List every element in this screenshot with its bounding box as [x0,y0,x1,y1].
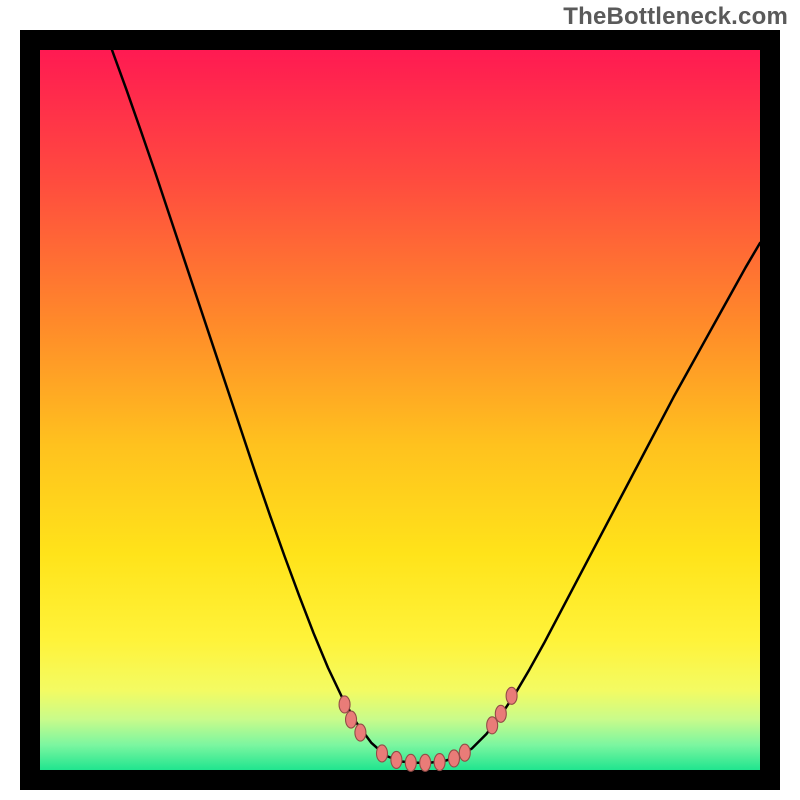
curve-marker [459,744,470,761]
curve-marker [506,687,517,704]
gradient-background [40,50,760,770]
curve-marker [391,751,402,768]
curve-marker [339,696,350,713]
curve-marker [377,745,388,762]
plot-area [40,50,760,770]
plot-border [20,30,780,790]
curve-marker [405,754,416,771]
chart-svg [40,50,760,770]
curve-marker [495,705,506,722]
curve-marker [434,754,445,771]
chart-frame: TheBottleneck.com [0,0,800,800]
curve-marker [449,750,460,767]
curve-marker [346,711,357,728]
curve-marker [355,724,366,741]
curve-marker [487,717,498,734]
watermark-text: TheBottleneck.com [563,3,788,31]
curve-marker [420,754,431,771]
